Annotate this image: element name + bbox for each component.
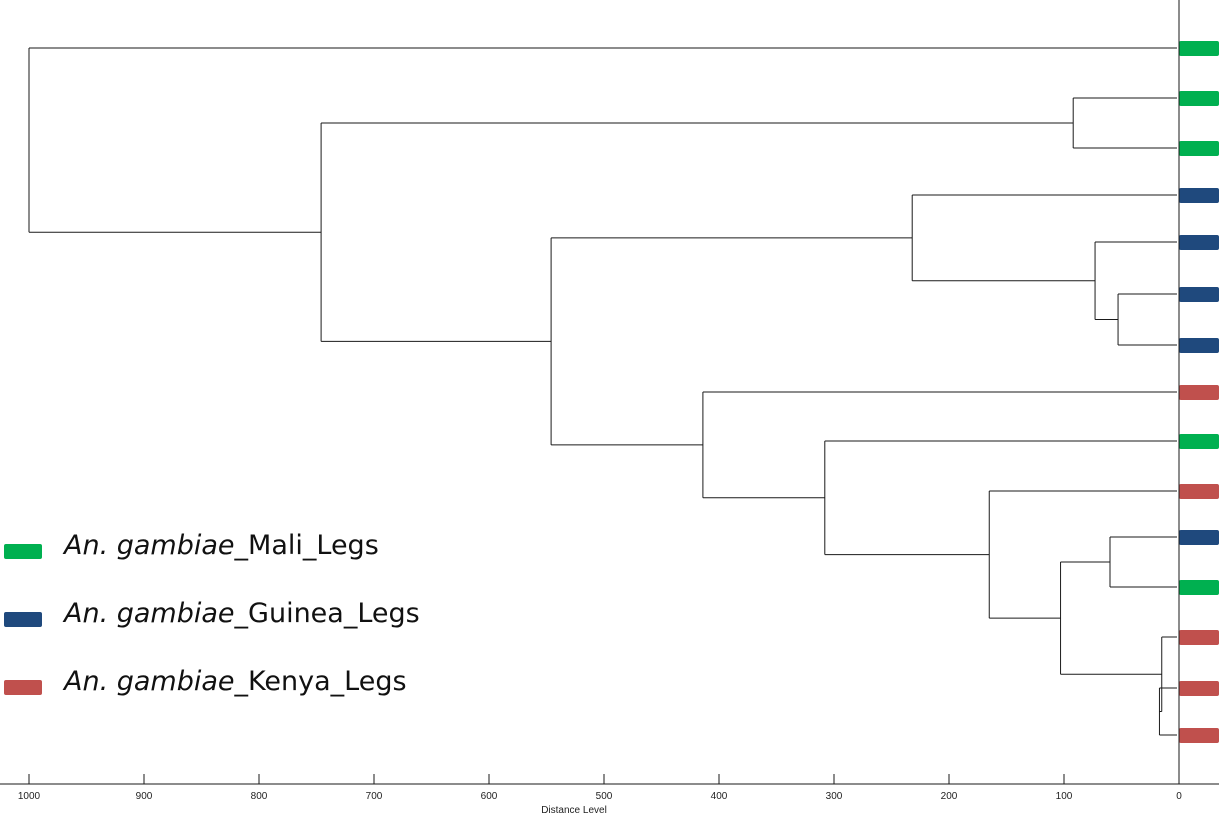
legend-label-guinea: An. gambiae_Guinea_Legs — [64, 598, 420, 629]
dendrogram-branches — [28, 47, 1177, 736]
leaf-marker-mali — [1179, 91, 1219, 106]
x-tick-label: 400 — [711, 791, 728, 802]
leaf-marker-kenya — [1179, 630, 1219, 645]
leaf-marker-guinea — [1179, 287, 1219, 302]
leaf-marker-guinea — [1179, 530, 1219, 545]
leaf-marker-guinea — [1179, 235, 1219, 250]
leaf-marker-mali — [1179, 141, 1219, 156]
x-tick-label: 100 — [1056, 791, 1073, 802]
leaf-marker-guinea — [1179, 338, 1219, 353]
x-axis-label: Distance Level — [541, 805, 607, 816]
legend-swatch-guinea — [4, 612, 42, 627]
leaf-marker-kenya — [1179, 484, 1219, 499]
legend-species-mali: An. gambiae — [64, 530, 235, 561]
leaf-marker-mali — [1179, 580, 1219, 595]
x-tick-label: 300 — [826, 791, 843, 802]
leaf-marker-kenya — [1179, 681, 1219, 696]
x-tick-label: 900 — [136, 791, 153, 802]
legend-label-mali: An. gambiae_Mali_Legs — [64, 530, 379, 561]
x-tick-label: 1000 — [18, 791, 41, 802]
legend-swatch-kenya — [4, 680, 42, 695]
x-tick-label: 600 — [481, 791, 498, 802]
legend-label-kenya: An. gambiae_Kenya_Legs — [64, 666, 407, 697]
x-tick-label: 800 — [251, 791, 268, 802]
leaf-marker-guinea — [1179, 188, 1219, 203]
leaf-marker-mali — [1179, 41, 1219, 56]
legend-swatch-mali — [4, 544, 42, 559]
x-tick-label: 500 — [596, 791, 613, 802]
legend-suffix-kenya: _Kenya_Legs — [234, 666, 407, 697]
legend-suffix-mali: _Mali_Legs — [234, 530, 379, 561]
legend-species-guinea: An. gambiae — [64, 598, 235, 629]
x-tick-label: 700 — [366, 791, 383, 802]
leaf-marker-kenya — [1179, 728, 1219, 743]
leaf-markers — [1179, 41, 1219, 743]
x-tick-label: 200 — [941, 791, 958, 802]
leaf-marker-kenya — [1179, 385, 1219, 400]
x-tick-label: 0 — [1176, 791, 1182, 802]
leaf-marker-mali — [1179, 434, 1219, 449]
x-axis: 1000 900 800 700 600 500 400 300 200 100 0 — [0, 0, 1219, 802]
legend-species-kenya: An. gambiae — [64, 666, 235, 697]
legend-suffix-guinea: _Guinea_Legs — [234, 598, 420, 629]
